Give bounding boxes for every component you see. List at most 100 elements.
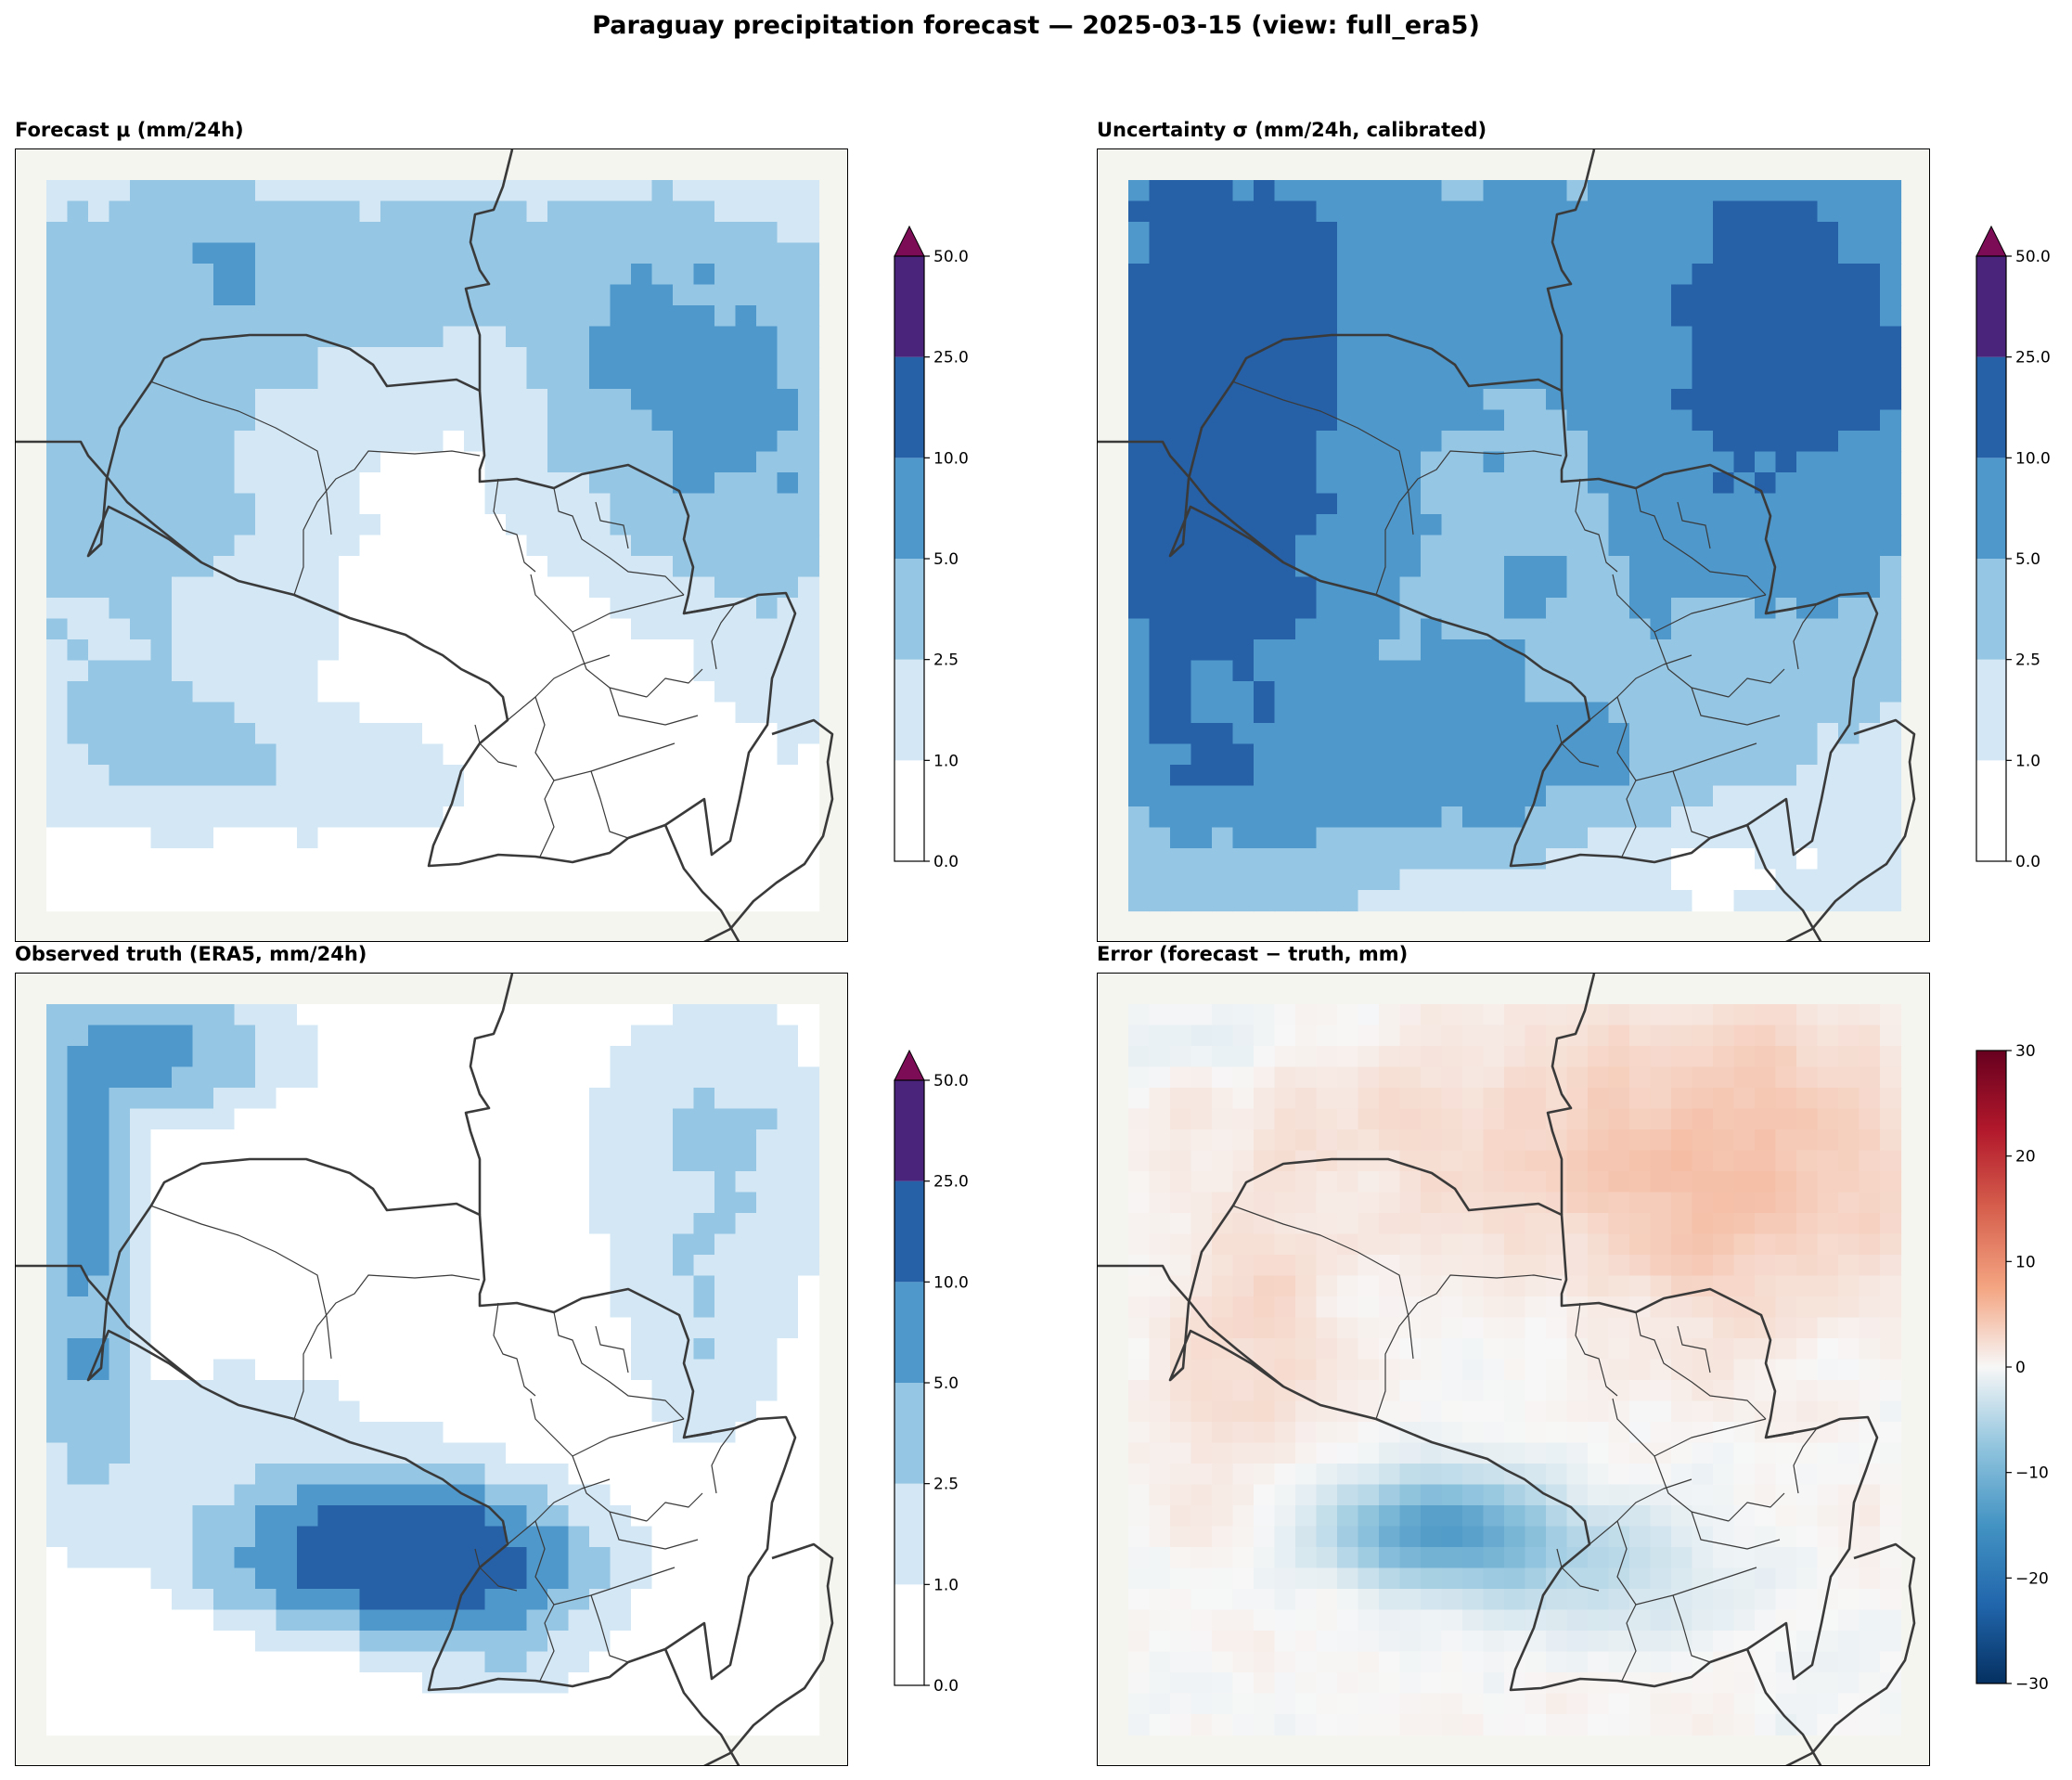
grid-cell xyxy=(401,1589,423,1611)
grid-cell xyxy=(1421,723,1443,745)
grid-cell xyxy=(610,1296,632,1319)
grid-cell xyxy=(1671,1171,1693,1193)
grid-cell xyxy=(401,869,423,891)
grid-cell xyxy=(213,1400,236,1423)
grid-cell xyxy=(735,368,757,390)
grid-cell xyxy=(777,765,799,787)
grid-cell xyxy=(1504,1359,1526,1381)
grid-cell xyxy=(317,1233,340,1256)
grid-cell xyxy=(1399,681,1422,703)
grid-cell xyxy=(1713,1380,1735,1402)
grid-cell xyxy=(714,1359,737,1381)
grid-cell xyxy=(1859,1233,1881,1256)
grid-cell xyxy=(1838,1359,1860,1381)
grid-cell xyxy=(1629,765,1652,787)
grid-cell xyxy=(109,1400,131,1423)
grid-cell xyxy=(1608,660,1630,682)
grid-cell xyxy=(1212,1066,1234,1089)
grid-cell xyxy=(1525,639,1547,662)
grid-cell xyxy=(735,1150,757,1172)
grid-cell xyxy=(339,1004,361,1026)
grid-cell xyxy=(1608,284,1630,306)
grid-cell xyxy=(1671,242,1693,264)
grid-cell xyxy=(714,1150,737,1172)
grid-cell xyxy=(1274,1088,1296,1110)
grid-cell xyxy=(359,827,381,849)
grid-cell xyxy=(714,890,737,912)
grid-cell xyxy=(88,765,110,787)
grid-cell xyxy=(1880,702,1902,724)
grid-cell xyxy=(547,514,570,536)
grid-cell xyxy=(1462,200,1485,223)
grid-cell xyxy=(526,389,548,411)
grid-cell xyxy=(1525,431,1547,453)
grid-cell xyxy=(1399,1255,1422,1277)
grid-cell xyxy=(1775,869,1797,891)
grid-cell xyxy=(1212,200,1234,223)
grid-cell xyxy=(693,598,715,620)
grid-cell xyxy=(359,1400,381,1423)
grid-cell xyxy=(1379,1088,1401,1110)
grid-cell xyxy=(1671,1066,1693,1089)
grid-cell xyxy=(547,890,570,912)
grid-cell xyxy=(1671,389,1693,411)
grid-cell xyxy=(67,1651,89,1673)
grid-cell xyxy=(234,1233,256,1256)
grid-cell xyxy=(714,598,737,620)
grid-cell xyxy=(1316,409,1338,432)
grid-cell xyxy=(568,1505,590,1528)
grid-cell xyxy=(1358,618,1380,640)
grid-cell xyxy=(798,1004,820,1026)
grid-cell xyxy=(1859,827,1881,849)
grid-cell xyxy=(130,1066,152,1089)
grid-cell xyxy=(317,848,340,871)
grid-cell xyxy=(714,1589,737,1611)
grid-cell xyxy=(339,347,361,369)
grid-cell xyxy=(1149,1505,1171,1528)
grid-cell xyxy=(1441,431,1463,453)
grid-cell xyxy=(1316,1046,1338,1068)
grid-cell xyxy=(109,1442,131,1464)
grid-cell xyxy=(1588,1567,1610,1590)
grid-cell xyxy=(1608,1317,1630,1339)
grid-cell xyxy=(317,431,340,453)
grid-cell xyxy=(1880,765,1902,787)
grid-cell xyxy=(192,1526,214,1548)
grid-cell xyxy=(1775,451,1797,473)
grid-cell xyxy=(192,1567,214,1590)
figure-title: Paraguay precipitation forecast — 2025-0… xyxy=(592,11,1480,40)
grid-cell xyxy=(464,1714,486,1736)
grid-cell xyxy=(1796,1338,1819,1361)
grid-cell xyxy=(1608,200,1630,223)
grid-cell xyxy=(1817,1275,1839,1297)
grid-cell xyxy=(234,1171,256,1193)
grid-cell xyxy=(88,180,110,202)
grid-cell xyxy=(1358,598,1380,620)
grid-cell xyxy=(359,618,381,640)
grid-cell xyxy=(1254,598,1276,620)
grid-cell xyxy=(693,326,715,348)
grid-cell xyxy=(1483,1004,1505,1026)
grid-cell xyxy=(1149,535,1171,557)
grid-cell xyxy=(756,785,779,807)
grid-cell xyxy=(589,1296,611,1319)
grid-cell xyxy=(1733,347,1756,369)
grid-cell xyxy=(673,1338,695,1361)
grid-cell xyxy=(297,1400,319,1423)
grid-cell xyxy=(1608,431,1630,453)
grid-cell xyxy=(1399,1442,1422,1464)
grid-cell xyxy=(651,1150,674,1172)
grid-cell xyxy=(777,1484,799,1506)
grid-cell xyxy=(484,1442,507,1464)
grid-cell xyxy=(693,1484,715,1506)
grid-cell xyxy=(88,618,110,640)
grid-cell xyxy=(1128,1442,1151,1464)
grid-cell xyxy=(526,1505,548,1528)
grid-cell xyxy=(1295,1338,1318,1361)
grid-cell xyxy=(693,1672,715,1695)
grid-cell xyxy=(443,1338,465,1361)
grid-cell xyxy=(88,598,110,620)
grid-cell xyxy=(589,806,611,829)
grid-cell xyxy=(1149,556,1171,578)
grid-cell xyxy=(1170,1400,1192,1423)
